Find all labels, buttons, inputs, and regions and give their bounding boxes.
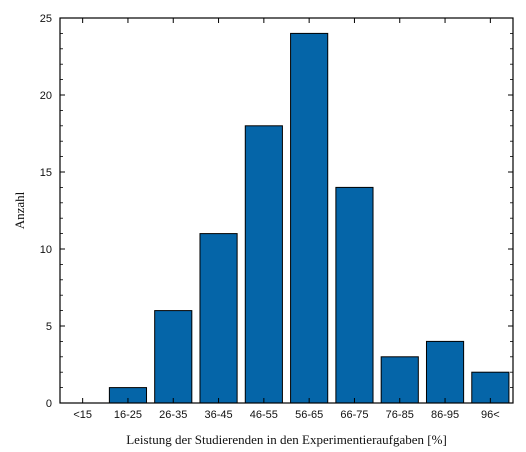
y-tick-label: 0 bbox=[46, 398, 52, 410]
x-tick-label: 76-85 bbox=[386, 409, 414, 421]
x-tick-label: 96< bbox=[481, 409, 500, 421]
bar-96< bbox=[471, 371, 510, 404]
bar-86-95 bbox=[425, 340, 465, 404]
x-tick-label: <15 bbox=[73, 409, 92, 421]
y-axis: 0 5 10 15 20 25 bbox=[40, 13, 513, 410]
x-tick-label: 66-75 bbox=[340, 409, 368, 421]
y-tick-label: 10 bbox=[40, 244, 52, 256]
bar-26-35 bbox=[154, 310, 193, 404]
bar-36-45 bbox=[199, 233, 238, 404]
y-tick-label: 15 bbox=[40, 167, 52, 179]
x-tick-label: 56-65 bbox=[295, 409, 323, 421]
x-tick-label: 26-35 bbox=[159, 409, 187, 421]
bar-46-55 bbox=[244, 125, 283, 404]
y-tick-label: 25 bbox=[40, 13, 52, 25]
bar-76-85 bbox=[380, 356, 419, 404]
x-tick-label: 86-95 bbox=[431, 409, 459, 421]
plot-frame bbox=[59, 17, 514, 404]
x-tick-label: 46-55 bbox=[250, 409, 278, 421]
y-tick-label: 5 bbox=[46, 321, 52, 333]
y-axis-title: Anzahl bbox=[12, 191, 27, 229]
x-axis-title: Leistung der Studierenden in den Experim… bbox=[126, 432, 447, 447]
x-axis: <15 16-25 26-35 36-45 46-55 56-65 66-75 76-85 86… bbox=[73, 18, 500, 421]
bar-66-75 bbox=[335, 186, 374, 404]
x-tick-label: 16-25 bbox=[114, 409, 142, 421]
y-tick-label: 20 bbox=[40, 90, 52, 102]
x-tick-label: 36-45 bbox=[204, 409, 232, 421]
bar-56-65 bbox=[290, 32, 329, 404]
bars-group bbox=[108, 32, 510, 404]
